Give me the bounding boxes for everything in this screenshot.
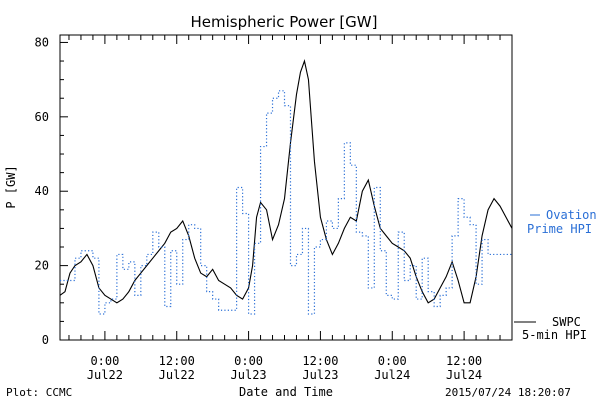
legend-ovation-label-1: Ovation bbox=[546, 208, 597, 222]
x-tick-label-time: 0:00 bbox=[234, 354, 263, 368]
plot-frame bbox=[59, 34, 513, 341]
y-axis-label: P [GW] bbox=[4, 165, 18, 208]
x-tick-label-time: 12:00 bbox=[159, 354, 195, 368]
plot-source: Plot: CCMC bbox=[6, 386, 72, 399]
x-tick-label-time: 12:00 bbox=[446, 354, 482, 368]
x-tick-label-date: Jul23 bbox=[302, 368, 338, 382]
timestamp: 2015/07/24 18:20:07 bbox=[445, 386, 571, 399]
x-tick-label-date: Jul22 bbox=[159, 368, 195, 382]
x-tick-label-time: 0:00 bbox=[90, 354, 119, 368]
x-tick-label-date: Jul24 bbox=[374, 368, 410, 382]
chart-title: Hemispheric Power [GW] bbox=[191, 13, 378, 31]
x-tick-label-date: Jul24 bbox=[446, 368, 482, 382]
legend-swpc-label-2: 5-min HPI bbox=[522, 328, 587, 342]
y-tick-label: 60 bbox=[35, 110, 49, 124]
series-ovation-prime-hpi bbox=[60, 90, 512, 315]
y-axis: 0 20 40 60 80 bbox=[35, 35, 68, 347]
x-axis: 0:00Jul2212:00Jul220:00Jul2312:00Jul230:… bbox=[68, 35, 513, 382]
x-tick-label-time: 0:00 bbox=[378, 354, 407, 368]
series-swpc-5min-hpi bbox=[59, 59, 513, 304]
series-group bbox=[59, 59, 513, 315]
legend-swpc-label-1: SWPC bbox=[552, 315, 581, 329]
y-tick-label: 20 bbox=[35, 259, 49, 273]
y-tick-label: 80 bbox=[35, 35, 49, 49]
x-tick-label-time: 12:00 bbox=[302, 354, 338, 368]
x-tick-label-date: Jul23 bbox=[231, 368, 267, 382]
legend-ovation-label-2: Prime HPI bbox=[527, 222, 592, 236]
y-tick-label: 40 bbox=[35, 184, 49, 198]
y-tick-label: 0 bbox=[42, 333, 49, 347]
x-tick-label-date: Jul22 bbox=[87, 368, 123, 382]
x-axis-label: Date and Time bbox=[239, 385, 333, 399]
